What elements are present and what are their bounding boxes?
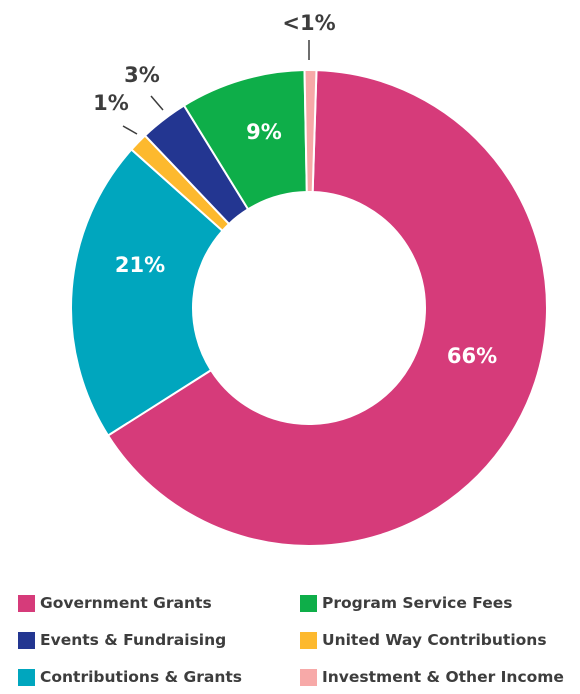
legend-label: Contributions & Grants	[40, 668, 242, 686]
legend-label: Government Grants	[40, 594, 212, 612]
slice-label-events-and-fundraising: 3%	[124, 63, 160, 87]
legend-label: Investment & Other Income	[322, 668, 564, 686]
legend-swatch	[18, 631, 35, 649]
legend-label: United Way Contributions	[322, 631, 547, 649]
legend-item-events-and-fundraising: Events & Fundraising	[18, 629, 300, 651]
legend-swatch	[300, 668, 317, 686]
leader-line-united-way-contributions	[122, 125, 138, 135]
legend-swatch	[300, 594, 317, 612]
legend-label: Program Service Fees	[322, 594, 513, 612]
chart-legend: Government Grants Program Service Fees Eve…	[18, 592, 578, 688]
slice-label-united-way-contributions: 1%	[93, 91, 129, 115]
legend-item-investment-and-other-income: Investment & Other Income	[300, 666, 578, 688]
slices-group	[70, 69, 548, 547]
slice-label-contributions-and-grants: 21%	[115, 253, 165, 277]
legend-label: Events & Fundraising	[40, 631, 227, 649]
leader-line-events-and-fundraising	[150, 95, 164, 111]
legend-swatch	[18, 594, 35, 612]
legend-swatch	[300, 631, 317, 649]
leader-lines-group	[122, 40, 310, 135]
legend-item-program-service-fees: Program Service Fees	[300, 592, 578, 614]
legend-swatch	[18, 668, 35, 686]
legend-item-united-way-contributions: United Way Contributions	[300, 629, 578, 651]
donut-chart: 66% 21% 1% 3% 9% <1%	[70, 11, 548, 547]
slice-contributions-and-grants	[70, 148, 224, 437]
slice-label-program-service-fees: 9%	[246, 120, 282, 144]
slice-government-grants	[106, 69, 548, 547]
legend-item-contributions-and-grants: Contributions & Grants	[18, 666, 300, 688]
slice-labels-group: 66% 21% 1% 3% 9% <1%	[93, 11, 497, 368]
slice-investment-and-other-income	[303, 69, 318, 194]
slice-label-government-grants: 66%	[447, 344, 497, 368]
legend-item-government-grants: Government Grants	[18, 592, 300, 614]
slice-label-investment-and-other-income: <1%	[282, 11, 335, 35]
